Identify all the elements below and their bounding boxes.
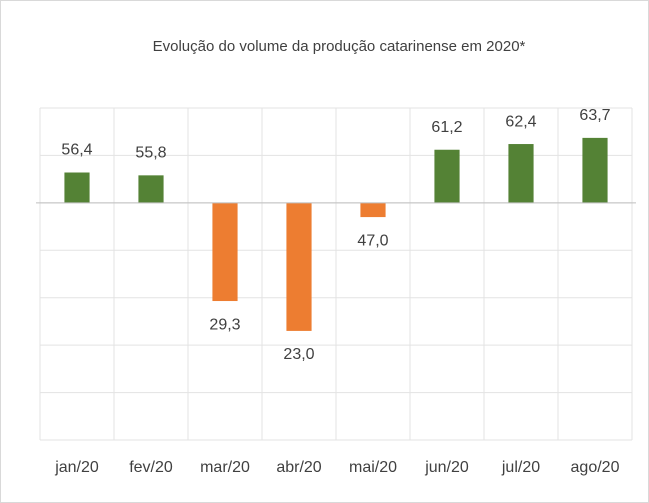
bar: [64, 172, 90, 203]
x-tick-label: mai/20: [349, 459, 397, 476]
x-tick-label: jan/20: [54, 459, 99, 476]
bar: [212, 202, 238, 302]
x-tick-label: jun/20: [424, 459, 469, 476]
data-label: 56,4: [61, 142, 92, 159]
chart-title: Evolução do volume da produção catarinen…: [153, 38, 526, 55]
data-label: 47,0: [357, 232, 388, 249]
bar: [138, 175, 164, 203]
x-tick-label: fev/20: [129, 459, 173, 476]
data-label: 55,8: [135, 145, 166, 162]
x-tick-label: ago/20: [571, 459, 620, 476]
x-tick-label: abr/20: [276, 459, 321, 476]
x-tick-label: mar/20: [200, 459, 250, 476]
bar: [582, 137, 608, 203]
data-label: 29,3: [209, 316, 240, 333]
data-label: 61,2: [431, 119, 462, 136]
bar: [508, 144, 534, 203]
bar: [360, 202, 386, 218]
data-label: 23,0: [283, 346, 314, 363]
bar: [434, 149, 460, 203]
data-label: 63,7: [579, 107, 610, 124]
x-tick-label: jul/20: [501, 459, 540, 476]
bar: [286, 202, 312, 331]
data-label: 62,4: [505, 113, 536, 130]
